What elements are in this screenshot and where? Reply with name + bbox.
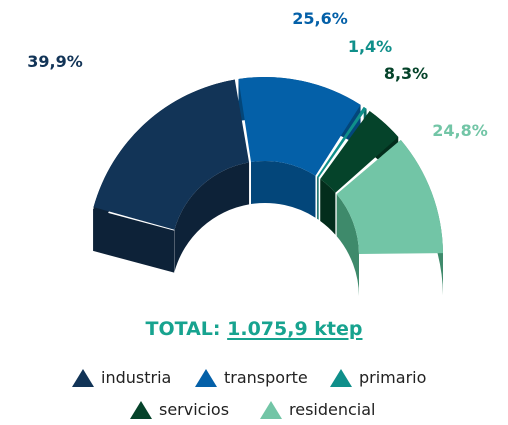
legend-item-transporte: transporte — [195, 368, 308, 387]
slice-inner-transporte — [251, 161, 316, 218]
slice-labels: 39,9% 25,6%1,4% 8,3% 24,8% — [27, 9, 488, 140]
slice-cap-left — [93, 208, 175, 273]
legend-triangle-icon — [72, 368, 94, 387]
legend-triangle-icon — [330, 368, 352, 387]
slice-label-industria: 39,9% — [27, 52, 83, 71]
legend-label: transporte — [224, 368, 308, 387]
legend-label: industria — [101, 368, 172, 387]
slice-residencial — [336, 139, 443, 255]
slice-primario — [317, 106, 367, 178]
slice-inner-residencial — [336, 194, 359, 297]
legend-item-industria: industria — [72, 368, 171, 387]
legend-triangle-icon — [195, 368, 217, 387]
legend-item-primario: primario — [330, 368, 426, 387]
total-line: TOTAL: 1.075,9 ktep — [0, 318, 508, 340]
slice-label-primario: 1,4% — [348, 37, 392, 56]
slice-inner-primario — [317, 176, 319, 220]
slice-label-servicios: 8,3% — [384, 64, 428, 83]
legend-label: servicios — [159, 400, 230, 419]
slice-label-residencial: 24,8% — [432, 121, 488, 140]
legend-item-residencial: residencial — [260, 400, 375, 419]
legend-triangle-icon — [130, 400, 152, 419]
total-label: TOTAL: — [145, 318, 221, 340]
legend-item-servicios: servicios — [130, 400, 229, 419]
slice-servicios — [320, 110, 399, 193]
slice-tops — [93, 77, 443, 255]
legend-label: primario — [359, 368, 427, 387]
slice-transporte — [238, 77, 361, 176]
total-value: 1.075,9 ktep — [227, 318, 363, 340]
legend-label: residencial — [289, 400, 376, 419]
slice-inner-servicios — [320, 178, 336, 235]
slice-label-transporte: 25,6% — [292, 9, 348, 28]
legend-triangle-icon — [260, 400, 282, 419]
slice-inner-industria — [174, 162, 250, 272]
slice-industria — [93, 79, 250, 230]
